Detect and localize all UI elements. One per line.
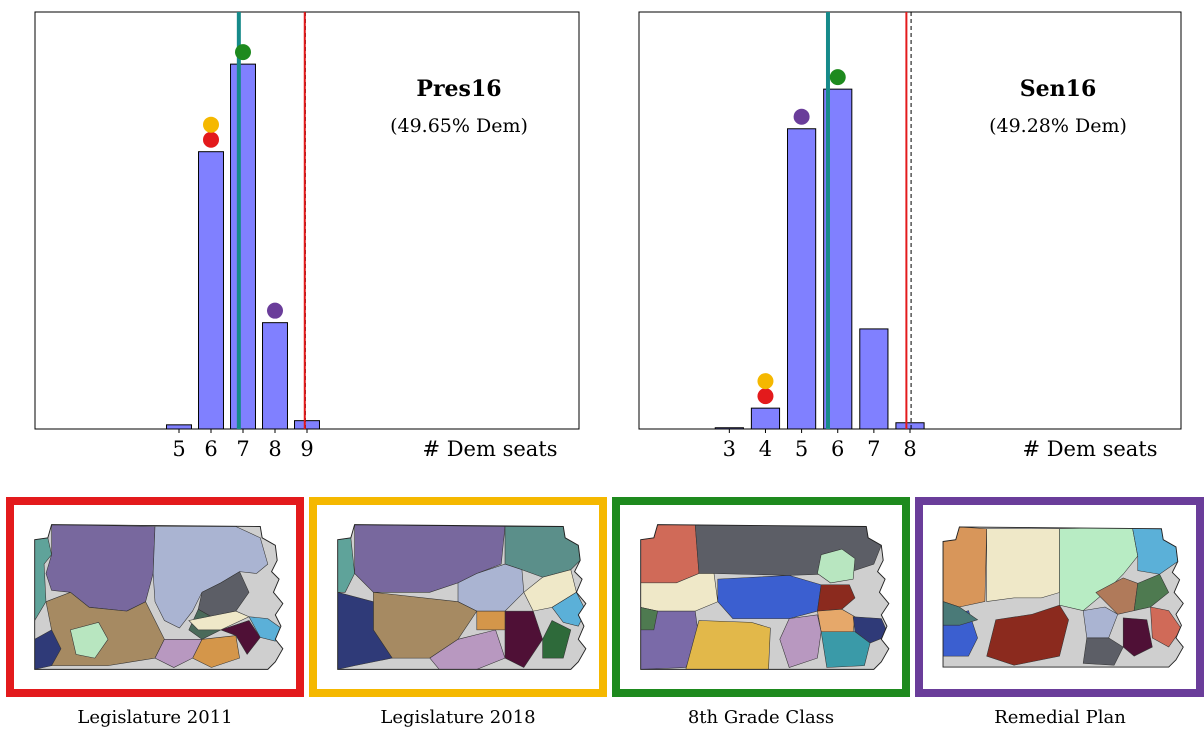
district-shape (685, 620, 771, 670)
plan-marker (757, 373, 774, 390)
chart-subtitle: (49.28% Dem) (989, 115, 1127, 137)
plan-marker (829, 69, 846, 86)
map-panel-legislature-2018 (309, 497, 607, 697)
plan-marker (203, 116, 219, 133)
plan-marker (793, 108, 810, 125)
histogram-sen16: 3 4 5 6 7 8 # Dem seats Sen16 (49.28% Dem) (638, 11, 1182, 461)
histogram-bar (230, 63, 256, 430)
x-tick-label: 5 (172, 437, 185, 461)
district-shape (219, 620, 261, 655)
x-tick-label: 9 (300, 437, 313, 461)
chart-title: Sen16 (1020, 76, 1097, 102)
plot-frame (34, 11, 580, 430)
histogram-bar (714, 427, 744, 430)
pa-district-map (640, 524, 890, 670)
pa-district-map (34, 524, 284, 670)
histogram-bar (262, 322, 288, 430)
chart-subtitle: (49.65% Dem) (390, 115, 528, 137)
district-shape (852, 616, 889, 644)
map-caption-8th-grade-class: 8th Grade Class (687, 707, 835, 728)
x-tick-label: 8 (268, 437, 281, 461)
x-tick-label: 7 (867, 437, 880, 461)
plot-frame (638, 11, 1182, 430)
plan-marker (235, 44, 251, 61)
state-outline (34, 524, 284, 670)
district-shape (717, 575, 822, 619)
district-shape (337, 591, 393, 670)
plan-marker (267, 302, 283, 319)
district-shape (986, 528, 1060, 602)
district-shape (1150, 606, 1182, 648)
pa-district-map (337, 524, 587, 670)
district-shape (943, 526, 987, 608)
histogram-pres16: 5 6 7 8 9 # Dem seats Pres16 (49.65% Dem) (34, 11, 580, 461)
histogram-bar (750, 407, 781, 430)
histogram-bar (198, 151, 224, 430)
district-shape (476, 610, 506, 631)
map-caption-legislature-2011: Legislature 2011 (77, 707, 233, 728)
district-shape (943, 601, 979, 626)
x-tick-label: 5 (795, 437, 808, 461)
district-shape (817, 548, 856, 584)
x-tick-label: 4 (759, 437, 772, 461)
map-panel-8th-grade-class (612, 497, 910, 697)
district-shape (542, 620, 572, 659)
x-tick-label: 7 (236, 437, 249, 461)
x-tick-label: 3 (723, 437, 736, 461)
plan-marker (757, 388, 774, 405)
district-shape (154, 639, 203, 668)
pa-district-map (942, 526, 1184, 668)
x-tick-label: 8 (903, 437, 916, 461)
district-shape (1082, 606, 1119, 639)
plan-marker (203, 131, 219, 148)
district-shape (1122, 617, 1153, 657)
chart-title: Pres16 (416, 76, 501, 102)
district-shape (817, 584, 856, 612)
district-shape (1082, 637, 1124, 666)
district-shape (820, 631, 871, 668)
map-caption-legislature-2018: Legislature 2018 (380, 707, 536, 728)
x-tick-label: 6 (831, 437, 844, 461)
district-shape (640, 606, 658, 631)
histogram-bar (787, 128, 817, 430)
x-tick-label: 6 (204, 437, 217, 461)
district-shape (70, 622, 109, 659)
state-outline (640, 524, 890, 670)
state-outline (942, 526, 1184, 668)
x-axis-label: # Dem seats (422, 437, 557, 461)
x-axis-label: # Dem seats (1022, 437, 1157, 461)
district-shape (1133, 573, 1170, 612)
map-panel-remedial-plan (915, 497, 1204, 697)
map-caption-remedial-plan: Remedial Plan (994, 707, 1126, 728)
histogram-bar (895, 422, 925, 430)
map-panel-legislature-2011 (6, 497, 304, 697)
district-shape (986, 604, 1069, 666)
histogram-bar (859, 328, 889, 430)
histogram-bar (294, 420, 320, 430)
district-shape (34, 629, 62, 670)
district-shape (779, 614, 822, 668)
state-outline (337, 524, 587, 670)
histogram-bar (166, 424, 192, 430)
district-shape (640, 524, 700, 584)
